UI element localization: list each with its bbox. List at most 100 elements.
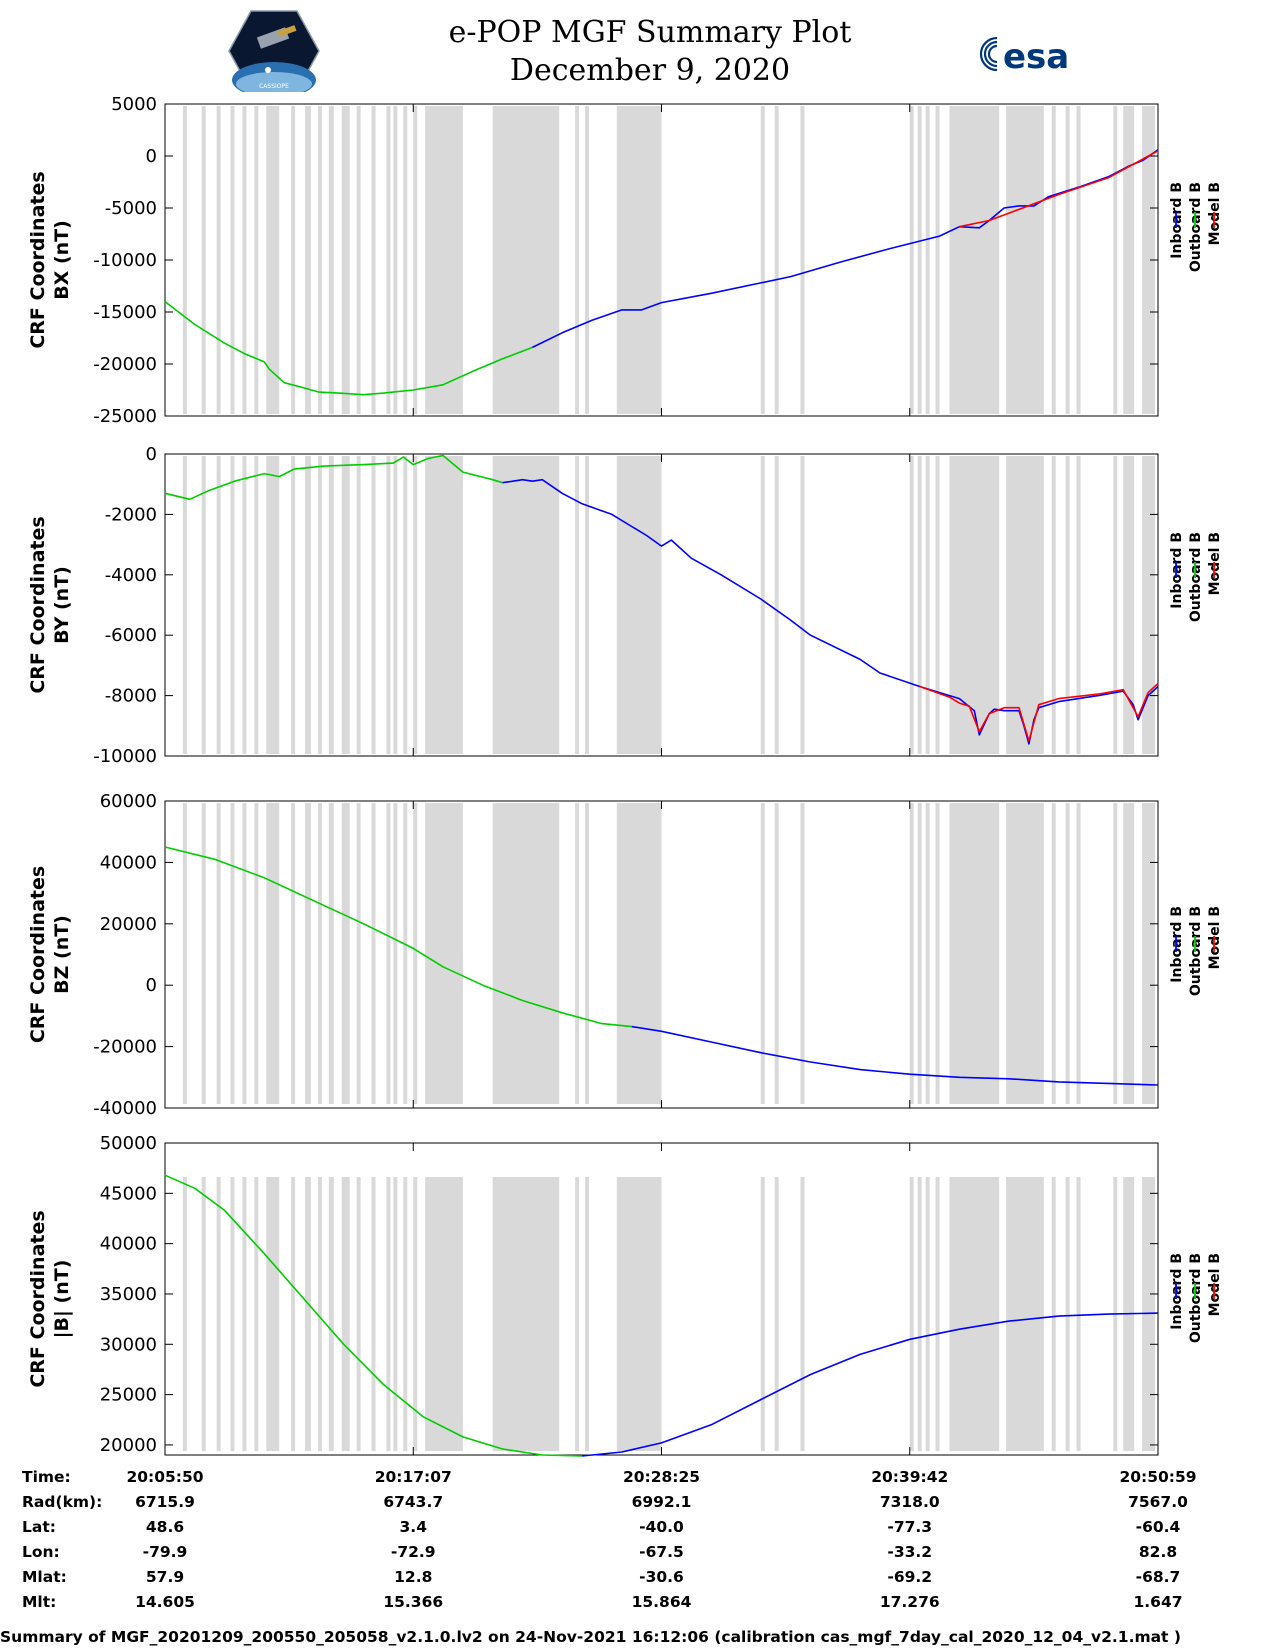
cassiope-logo-text: CASSIOPE: [259, 83, 289, 90]
time-table-cell: 7318.0: [880, 1493, 940, 1511]
gap-band: [356, 106, 361, 414]
gap-band: [230, 106, 235, 414]
gap-band: [403, 106, 408, 414]
time-table-row-label: Lat:: [22, 1518, 56, 1536]
gap-band: [917, 1177, 922, 1451]
gap-band: [201, 803, 206, 1104]
gap-band: [1123, 803, 1135, 1104]
panel-bz: 60000 40000 20000 0 -20000 -40000 CRF Coordina…: [27, 791, 1223, 1119]
esa-logo-text: esa: [1003, 37, 1069, 77]
gap-band: [425, 456, 463, 754]
gap-band: [1113, 456, 1118, 754]
gap-band: [341, 106, 350, 414]
gap-band: [356, 456, 361, 754]
gap-band: [585, 1177, 590, 1451]
legend-label: Model B: [1207, 1253, 1223, 1316]
time-table-cell: -33.2: [887, 1543, 932, 1561]
gap-band: [328, 106, 334, 414]
y-tick-label: 20000: [100, 914, 157, 935]
gap-band: [1006, 1177, 1044, 1451]
time-table-cell: -79.9: [143, 1543, 188, 1561]
gap-band: [371, 1177, 376, 1451]
gap-band: [1065, 803, 1070, 1104]
gap-band: [1076, 456, 1081, 754]
gap-band: [386, 456, 391, 754]
gap-band: [230, 1177, 235, 1451]
time-table-cell: 20:05:50: [126, 1468, 203, 1486]
gap-band: [909, 1177, 914, 1451]
gap-band: [305, 803, 311, 1104]
gap-band: [800, 106, 805, 414]
time-table-cell: 6743.7: [383, 1493, 443, 1511]
gap-band: [575, 803, 580, 1104]
title-line-1: e-POP MGF Summary Plot: [448, 15, 852, 50]
time-table-row-label: Time:: [22, 1468, 71, 1486]
y-tick-label: -5000: [105, 198, 157, 219]
y-tick-label: -40000: [93, 1098, 157, 1119]
gap-band: [925, 456, 930, 754]
y-tick-label: -20000: [93, 1037, 157, 1058]
y-tick-label: 35000: [100, 1284, 157, 1305]
gap-band: [182, 456, 187, 754]
gap-band: [492, 456, 560, 754]
gap-band: [403, 1177, 408, 1451]
series-line-inboard-b: [582, 1312, 1159, 1457]
gap-band: [949, 803, 1000, 1104]
series-line-outboard-b: [164, 1174, 583, 1457]
gap-band: [201, 1177, 206, 1451]
gap-band: [403, 456, 408, 754]
time-table-cell: -30.6: [639, 1568, 684, 1586]
series-line-model-b: [919, 682, 1159, 742]
gap-band: [1113, 803, 1118, 1104]
gap-band: [1123, 456, 1135, 754]
legend-label: Outboard B: [1188, 182, 1204, 272]
gap-band: [216, 456, 221, 754]
gap-band: [1065, 106, 1070, 414]
gap-band: [413, 106, 418, 414]
gap-band: [585, 803, 590, 1104]
gap-band: [386, 1177, 391, 1451]
time-table-cell: -68.7: [1136, 1568, 1181, 1586]
time-table-cell: 15.864: [632, 1593, 692, 1611]
gap-band: [291, 803, 296, 1104]
time-table-row-label: Mlt:: [22, 1593, 56, 1611]
gap-band: [317, 106, 322, 414]
gap-band: [917, 106, 922, 414]
gap-band: [909, 456, 914, 754]
gap-band: [774, 803, 779, 1104]
y-axis-label-line: CRF Coordinates: [27, 1210, 49, 1387]
y-axis-label-line: BZ (nT): [51, 915, 73, 994]
gap-band: [266, 803, 280, 1104]
y-tick-label: -6000: [105, 625, 157, 646]
gap-band: [291, 1177, 296, 1451]
gap-band: [949, 1177, 1000, 1451]
gap-band: [1051, 1177, 1056, 1451]
y-axis-label: CRF Coordinates BX (nT): [27, 171, 73, 348]
y-tick-label: -20000: [93, 354, 157, 375]
gap-band: [917, 803, 922, 1104]
gap-band: [1142, 803, 1156, 1104]
time-table-cell: 20:50:59: [1119, 1468, 1196, 1486]
gap-band: [266, 1177, 280, 1451]
gap-band: [935, 106, 940, 414]
y-tick-label: 40000: [100, 852, 157, 873]
legend-label: Inboard B: [1169, 906, 1185, 983]
y-axis-label-line: BX (nT): [51, 220, 73, 300]
time-table-cell: 82.8: [1139, 1543, 1177, 1561]
y-tick-label: -10000: [93, 746, 157, 767]
legend-label: Model B: [1207, 182, 1223, 245]
time-table-row-label: Rad(km):: [22, 1493, 102, 1511]
gap-band: [925, 106, 930, 414]
y-tick-label: -4000: [105, 565, 157, 586]
gap-band: [413, 803, 418, 1104]
gap-band: [201, 106, 206, 414]
gap-band: [909, 803, 914, 1104]
gap-band: [1113, 106, 1118, 414]
gap-band: [800, 1177, 805, 1451]
y-axis-label: CRF Coordinates BY (nT): [27, 516, 73, 693]
series-line-outboard-b: [164, 846, 632, 1028]
gap-band: [371, 456, 376, 754]
cassiope-logo: CASSIOPE: [228, 10, 320, 98]
y-axis-label-line: CRF Coordinates: [27, 866, 49, 1043]
y-tick-label: 5000: [111, 94, 157, 115]
